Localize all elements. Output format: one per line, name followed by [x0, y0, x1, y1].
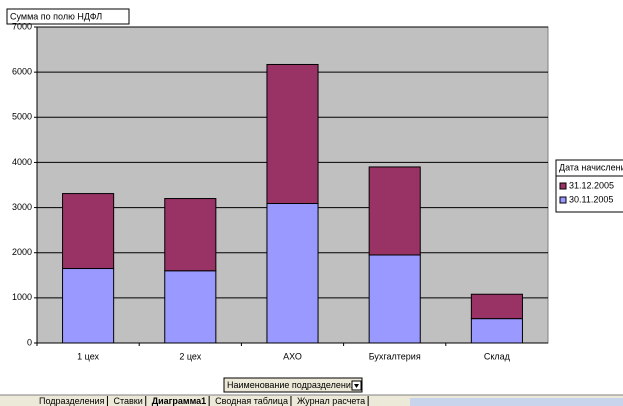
- bar-segment: [62, 193, 115, 270]
- sheet-tab[interactable]: Ставки: [113, 396, 142, 406]
- legend-label: 30.11.2005: [569, 194, 613, 204]
- data-field-button[interactable]: [6, 8, 130, 25]
- sheet-tab[interactable]: Диаграмма1: [152, 396, 206, 406]
- bar-segment: [368, 254, 421, 344]
- y-tick-label: 0: [27, 337, 32, 347]
- bar-segment: [470, 293, 523, 320]
- x-tick-label: Бухгалтерия: [369, 351, 421, 361]
- y-tick-label: 7000: [12, 21, 32, 31]
- y-tick-label: 4000: [12, 157, 32, 167]
- category-field-button[interactable]: [223, 377, 363, 393]
- y-tick-label: 5000: [12, 112, 32, 122]
- bar-segment: [62, 268, 115, 344]
- x-tick-label: Склад: [484, 351, 511, 361]
- bar-segment: [266, 63, 319, 205]
- tab-bar: [0, 395, 623, 406]
- legend-swatch: [559, 196, 567, 204]
- sheet-tab[interactable]: Сводная таблица: [215, 396, 288, 406]
- y-tick-label: 3000: [12, 202, 32, 212]
- legend-swatch: [559, 182, 567, 190]
- y-tick-label: 1000: [12, 292, 32, 302]
- y-tick-label: 2000: [12, 247, 32, 257]
- chart-title: Сумма по полю НДФЛ: [10, 11, 102, 21]
- bar-segment: [470, 318, 523, 344]
- x-tick-label: 2 цех: [179, 351, 201, 361]
- legend-title-box: [555, 159, 623, 177]
- bar-segment: [368, 166, 421, 256]
- scrollbar: [410, 398, 623, 406]
- bar-segment: [164, 270, 217, 344]
- bar-segment: [266, 203, 319, 344]
- legend-title: Дата начислени: [559, 162, 623, 172]
- x-axis-label: Наименование подразделения: [227, 380, 356, 390]
- x-tick-label: 1 цех: [77, 351, 99, 361]
- bar-segment: [164, 198, 217, 272]
- legend-label: 31.12.2005: [569, 180, 614, 190]
- y-tick-label: 6000: [12, 67, 32, 77]
- sheet-tab[interactable]: Подразделения: [39, 396, 105, 406]
- dropdown-icon: [354, 384, 359, 388]
- x-tick-label: АХО: [283, 351, 302, 361]
- sheet-tab[interactable]: Журнал расчета: [297, 396, 365, 406]
